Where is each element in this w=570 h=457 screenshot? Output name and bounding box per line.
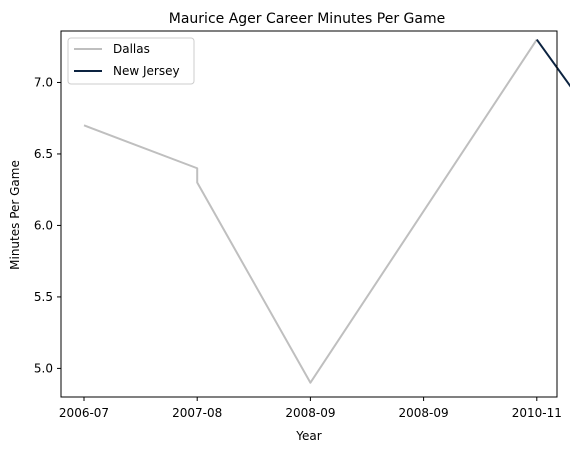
y-tick-label: 6.5 — [34, 147, 53, 161]
series-line-dallas — [83, 39, 538, 384]
y-ticks: 5.0 5.5 6.0 6.5 7.0 — [34, 75, 61, 375]
legend: Dallas New Jersey — [67, 37, 195, 85]
y-axis-label: Minutes Per Game — [8, 160, 22, 270]
y-tick-label: 5.5 — [34, 290, 53, 304]
x-tick-label: 2007-08 — [172, 406, 222, 420]
series-layer — [83, 38, 570, 384]
y-tick-label: 5.0 — [34, 361, 53, 375]
x-tick-label: 2008-09 — [285, 406, 335, 420]
x-tick-label: 2006-07 — [59, 406, 109, 420]
legend-label: New Jersey — [113, 64, 180, 78]
series-line-new-jersey — [535, 38, 570, 88]
legend-label: Dallas — [113, 42, 150, 56]
x-ticks: 2006-072007-082008-092008-092010-11Caree… — [59, 397, 562, 420]
y-tick-label: 7.0 — [34, 75, 53, 89]
chart-title: Maurice Ager Career Minutes Per Game — [169, 11, 445, 27]
x-tick-label: 2008-09 — [399, 406, 449, 420]
plot-frame — [60, 30, 558, 398]
x-tick-label: 2010-11 — [512, 406, 562, 420]
x-axis-label: Year — [295, 429, 321, 443]
y-tick-label: 6.0 — [34, 218, 53, 232]
